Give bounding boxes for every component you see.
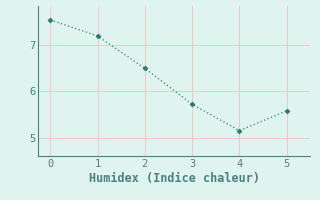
X-axis label: Humidex (Indice chaleur): Humidex (Indice chaleur)	[89, 172, 260, 185]
